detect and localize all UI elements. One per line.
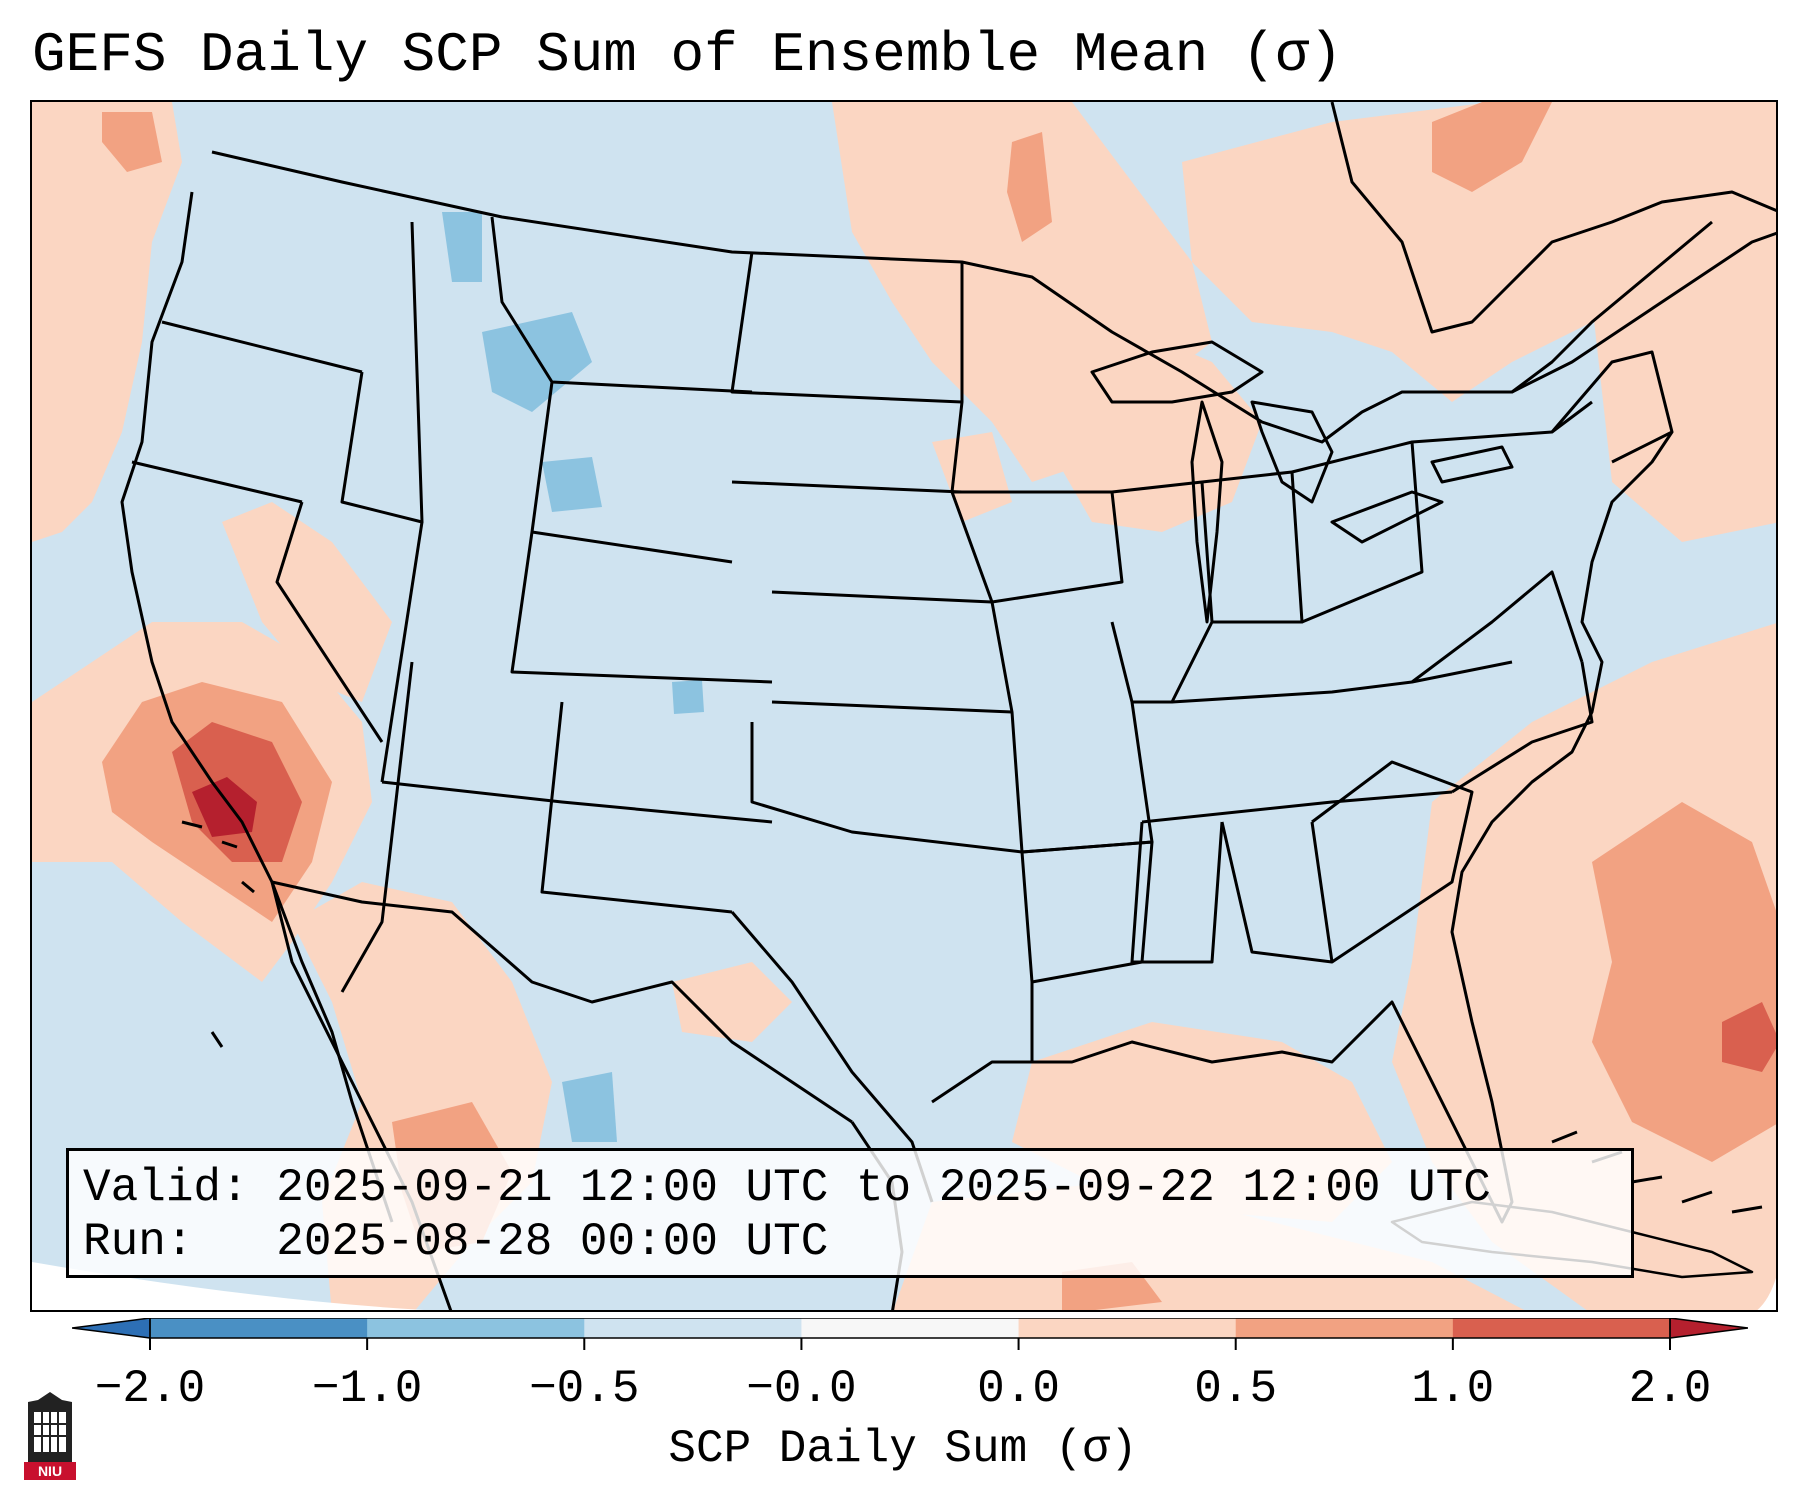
anomaly-patch-great-lakes — [1052, 332, 1262, 532]
state-line-al-ga — [1220, 821, 1334, 964]
state-line-ks-ok — [771, 700, 1013, 714]
outside-domain-right — [1757, 1277, 1776, 1310]
state-line-oh-pa — [1291, 440, 1424, 624]
logo-text: NIU — [38, 1463, 62, 1479]
outside-domain — [32, 1262, 425, 1310]
valid-run-info-box: Valid: 2025-09-21 12:00 UTC to 2025-09-2… — [66, 1148, 1634, 1278]
colorbar-label: SCP Daily Sum (σ) — [668, 1423, 1138, 1475]
colorbar-bin — [801, 1318, 1020, 1338]
us-canada-border — [211, 150, 1713, 444]
anomaly-patch-canada-neg — [442, 212, 482, 282]
state-line-ne-ks — [771, 590, 993, 604]
state-line-mt-wy — [490, 216, 753, 394]
colorbar-extend-high — [1669, 1318, 1748, 1339]
map-svg — [32, 102, 1776, 1310]
state-line-wa-or — [161, 320, 363, 374]
anomaly-patch-midwest — [932, 432, 1012, 522]
anomaly-patch-mexico-neg — [562, 1072, 617, 1142]
state-line-ms-al — [1130, 821, 1224, 964]
colorbar-extend-low — [72, 1318, 151, 1339]
run-value: 2025-08-28 00:00 UTC — [276, 1216, 829, 1268]
colorbar-bin — [584, 1318, 802, 1338]
st-lawrence — [1511, 231, 1776, 394]
state-line-ca-nv — [275, 501, 384, 743]
anomaly-patch-atlantic-ne — [1592, 262, 1776, 542]
state-line-mn — [950, 262, 994, 603]
colorbar-tick-label: 2.0 — [1628, 1363, 1712, 1415]
state-line-tn-south — [1141, 790, 1453, 824]
chart-title: GEFS Daily SCP Sum of Ensemble Mean (σ) — [32, 23, 1343, 87]
us-west-coast — [120, 191, 453, 1310]
anomaly-patch-atlantic-hot — [1722, 1002, 1776, 1072]
anomaly-patch-pacific-nw — [32, 102, 182, 542]
anomaly-patch-quebec-strong — [1432, 102, 1552, 192]
state-line-az-nm — [340, 661, 414, 993]
anomaly-patch-great-basin — [222, 502, 392, 702]
run-label: Run: — [83, 1216, 194, 1268]
colorbar-tick-label: −2.0 — [94, 1363, 206, 1415]
run-line: Run: 2025-08-28 00:00 UTC — [83, 1215, 828, 1269]
state-line-nv-ut — [380, 521, 424, 783]
lake-huron — [1250, 400, 1334, 504]
state-line-or-ca — [131, 460, 303, 504]
anomaly-patch-atlantic-mid — [1592, 802, 1776, 1162]
gulf-coast — [931, 431, 1674, 1224]
lake-superior — [1090, 340, 1264, 404]
state-line-ok-tx — [750, 722, 1023, 854]
anomaly-patch-colorado-neg — [672, 680, 704, 714]
state-line-nd-sd — [730, 251, 963, 404]
state-line-id — [340, 221, 424, 524]
channel-islands — [181, 820, 255, 1048]
state-line-ia — [952, 490, 1124, 604]
state-line-va — [1411, 570, 1584, 684]
lake-erie — [1330, 490, 1444, 544]
anomaly-patch-pacific-nw-strong — [102, 112, 162, 172]
state-line-ga-sc — [1311, 760, 1474, 964]
anomaly-patch-texas — [672, 962, 792, 1042]
state-line-in-oh — [1201, 470, 1304, 624]
lake-michigan — [1190, 400, 1224, 624]
state-line-ar — [1021, 840, 1154, 984]
colorbar-bin — [1018, 1318, 1237, 1338]
colorbar-outline — [149, 1318, 1671, 1339]
state-line-sd-ne — [731, 480, 963, 494]
state-line-ky-tn — [1171, 660, 1513, 704]
colorbar-tick-label: 1.0 — [1411, 1363, 1495, 1415]
state-line-ut-az — [381, 780, 773, 824]
colorbar-bin — [1235, 1318, 1454, 1338]
state-line-nc — [1451, 661, 1594, 794]
hudson-bay-coast — [1330, 102, 1776, 334]
boundaries — [120, 102, 1776, 1310]
colorbar-tick-label: 0.0 — [977, 1363, 1060, 1415]
colorbar — [72, 1318, 1748, 1350]
valid-line: Valid: 2025-09-21 12:00 UTC to 2025-09-2… — [83, 1161, 1491, 1215]
colorbar-bin — [367, 1318, 585, 1338]
state-line-mo — [990, 601, 1154, 854]
colorbar-bin — [1452, 1318, 1671, 1338]
colorbar-tick-label: −0.5 — [529, 1363, 640, 1415]
anomaly-patch-montana-neg — [482, 312, 592, 412]
map-panel — [30, 100, 1778, 1312]
valid-label: Valid: — [83, 1162, 249, 1214]
colorbar-tick-label: 0.5 — [1194, 1363, 1278, 1415]
niu-logo: NIU — [24, 1392, 76, 1480]
state-line-ne-states — [1550, 350, 1674, 464]
state-line-ut-co — [510, 531, 773, 684]
anomaly-patch-canada-strong — [1007, 132, 1052, 242]
valid-value: 2025-09-21 12:00 UTC to 2025-09-22 12:00… — [276, 1162, 1491, 1214]
anomaly-patch-quebec — [1182, 102, 1776, 402]
us-mexico-border — [271, 880, 853, 1124]
state-line-pa-ny — [1411, 400, 1593, 444]
colorbar-tick-label: −1.0 — [311, 1363, 423, 1415]
state-line-tx-la — [1020, 851, 1034, 1062]
colorbar-tick-label: −0.0 — [746, 1363, 857, 1415]
lake-ontario — [1430, 445, 1514, 484]
anomaly-patch-idaho-neg — [542, 457, 602, 512]
state-line-nm — [540, 701, 733, 914]
colorbar-bin — [150, 1318, 368, 1338]
